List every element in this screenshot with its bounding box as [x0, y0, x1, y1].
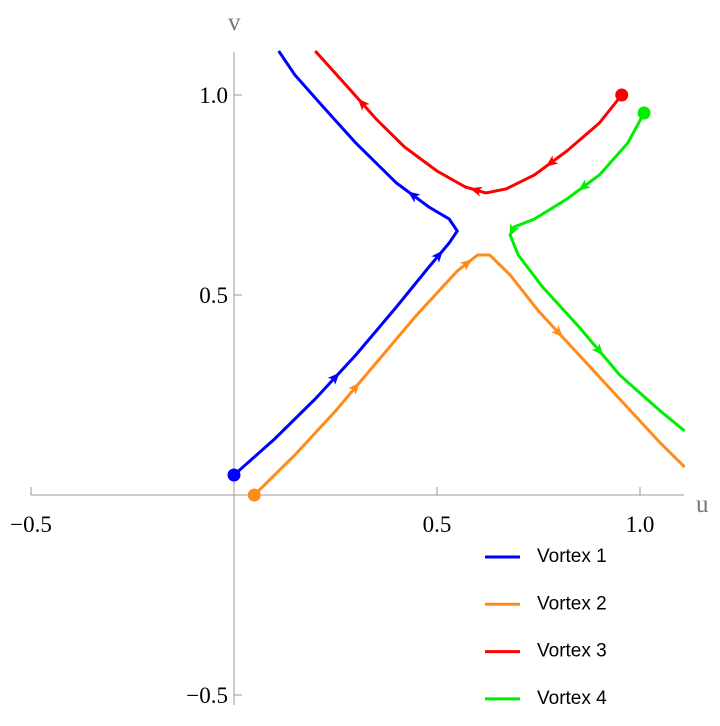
start-point [247, 488, 261, 502]
trajectory [233, 50, 460, 477]
trajectory [253, 253, 685, 497]
direction-arrow [431, 250, 443, 263]
start-point [227, 468, 241, 482]
start-point [637, 106, 651, 120]
y-axis-label: v [228, 9, 241, 36]
direction-arrow [459, 259, 473, 271]
y-tick-label: 0.5 [199, 283, 228, 308]
legend-label: Vortex 2 [537, 593, 607, 614]
legend-label: Vortex 1 [537, 546, 607, 567]
plot-area [233, 50, 685, 497]
y-tick-label: −0.5 [186, 683, 228, 708]
direction-arrow [407, 191, 421, 203]
legend-label: Vortex 4 [537, 688, 607, 709]
x-axis-label: u [696, 491, 709, 518]
x-tick-label: −0.5 [10, 512, 52, 537]
direction-arrow [357, 98, 370, 111]
legend-label: Vortex 3 [537, 641, 607, 662]
y-tick-label: 1.0 [199, 83, 228, 108]
x-tick-label: 1.0 [626, 512, 655, 537]
direction-arrow [348, 382, 360, 395]
direction-arrow [327, 372, 340, 385]
trajectory [508, 112, 685, 433]
direction-arrow [545, 155, 559, 167]
trajectory [314, 50, 623, 195]
direction-arrow [509, 223, 520, 237]
direction-arrow [551, 325, 563, 338]
direction-arrow [469, 186, 483, 197]
x-tick-label: 0.5 [423, 512, 452, 537]
start-point [615, 88, 629, 102]
direction-arrow [578, 179, 591, 191]
direction-arrow [591, 343, 604, 356]
